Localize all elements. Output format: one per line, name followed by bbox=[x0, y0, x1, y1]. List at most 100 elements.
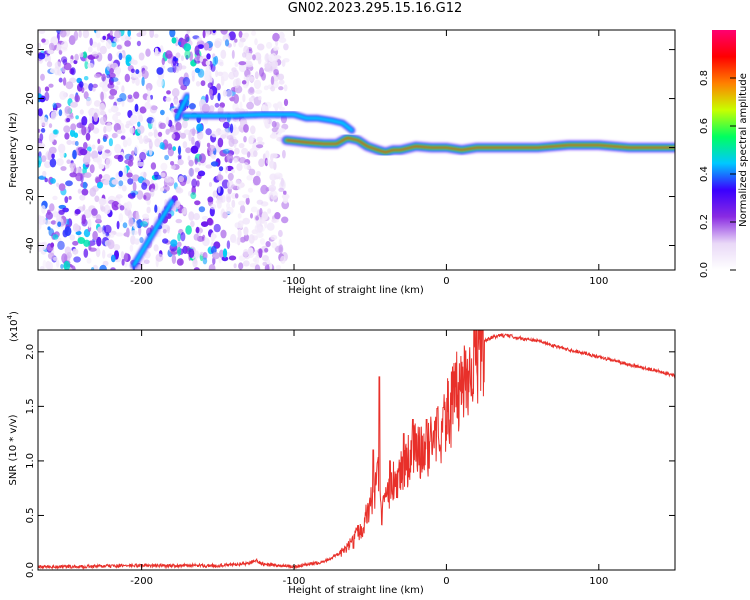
noise-blob bbox=[84, 60, 89, 70]
noise-blob bbox=[270, 153, 278, 159]
noise-blob bbox=[41, 205, 46, 214]
noise-blob bbox=[48, 42, 55, 51]
noise-blob bbox=[238, 143, 245, 149]
noise-blob bbox=[238, 40, 244, 48]
noise-blob bbox=[50, 242, 55, 248]
noise-blob bbox=[217, 92, 221, 102]
noise-blob bbox=[133, 91, 140, 99]
noise-blob bbox=[283, 190, 287, 195]
noise-blob bbox=[118, 170, 123, 177]
noise-blob bbox=[181, 207, 188, 215]
noise-blob bbox=[100, 206, 106, 212]
noise-blob bbox=[133, 145, 139, 155]
noise-blob bbox=[70, 167, 74, 172]
spectrogram-xlabel: Height of straight line (km) bbox=[288, 285, 424, 296]
noise-blob bbox=[194, 200, 201, 206]
noise-blob bbox=[175, 52, 181, 59]
noise-blob bbox=[205, 60, 211, 66]
noise-blob bbox=[247, 187, 254, 193]
noise-blob bbox=[47, 209, 51, 215]
noise-blob bbox=[87, 218, 92, 228]
noise-blob bbox=[280, 255, 286, 264]
noise-blob bbox=[161, 57, 165, 66]
snr-xlabel: Height of straight line (km) bbox=[288, 585, 424, 596]
noise-blob bbox=[66, 159, 71, 164]
x-tick-label: -200 bbox=[130, 276, 153, 287]
noise-blob bbox=[79, 81, 84, 88]
noise-blob bbox=[177, 246, 182, 256]
spectrogram-frame bbox=[37, 29, 676, 271]
noise-blob bbox=[86, 97, 92, 106]
noise-blob bbox=[170, 239, 178, 247]
noise-blob bbox=[175, 186, 182, 193]
noise-blob bbox=[231, 169, 235, 174]
noise-blob bbox=[116, 97, 123, 102]
noise-blob bbox=[131, 68, 135, 74]
noise-blob bbox=[108, 108, 112, 113]
noise-blob bbox=[261, 72, 266, 81]
noise-blob bbox=[83, 142, 88, 150]
noise-blob bbox=[90, 150, 99, 160]
noise-blob bbox=[113, 37, 120, 43]
noise-blob bbox=[211, 131, 219, 138]
noise-blob bbox=[75, 230, 82, 236]
noise-blob bbox=[256, 144, 264, 149]
noise-blob bbox=[203, 42, 210, 51]
noise-blob bbox=[127, 210, 133, 220]
noise-blob bbox=[105, 199, 109, 206]
noise-blob bbox=[222, 248, 228, 258]
noise-blob bbox=[44, 161, 51, 169]
noise-blob bbox=[184, 33, 190, 43]
noise-blob bbox=[115, 194, 123, 199]
noise-blob bbox=[126, 227, 130, 238]
noise-blob bbox=[41, 155, 47, 163]
noise-blob bbox=[52, 234, 59, 240]
noise-blob bbox=[48, 123, 53, 129]
noise-blob bbox=[216, 174, 224, 181]
noise-blob bbox=[70, 123, 77, 131]
noise-blob bbox=[69, 77, 77, 84]
y-tick-label: 1.0 bbox=[25, 453, 36, 469]
noise-blob bbox=[171, 133, 176, 140]
noise-blob bbox=[79, 109, 84, 115]
noise-blob bbox=[125, 54, 132, 62]
noise-blob bbox=[121, 185, 127, 192]
noise-blob bbox=[136, 218, 143, 229]
noise-blob bbox=[219, 130, 226, 135]
noise-blob bbox=[48, 146, 57, 154]
noise-blob bbox=[48, 83, 54, 88]
noise-blob bbox=[121, 85, 125, 93]
noise-blob bbox=[103, 204, 111, 215]
noise-blob bbox=[102, 260, 109, 266]
noise-blob bbox=[62, 77, 67, 86]
noise-blob bbox=[69, 93, 75, 100]
noise-blob bbox=[69, 162, 76, 169]
noise-blob bbox=[81, 116, 88, 126]
noise-blob bbox=[138, 114, 144, 123]
x-tick-label: -100 bbox=[283, 576, 306, 587]
noise-blob bbox=[114, 30, 122, 39]
noise-blob bbox=[263, 117, 269, 126]
noise-blob bbox=[151, 118, 157, 129]
noise-blob bbox=[148, 131, 154, 137]
noise-blob bbox=[243, 136, 247, 143]
noise-blob bbox=[85, 132, 91, 141]
noise-blob bbox=[134, 238, 140, 245]
noise-blob bbox=[63, 125, 71, 133]
noise-blob bbox=[278, 244, 284, 254]
noise-blob bbox=[188, 248, 195, 258]
y-tick-label: 0 bbox=[25, 144, 36, 150]
noise-blob bbox=[225, 193, 231, 200]
noise-blob bbox=[242, 260, 250, 267]
noise-blob bbox=[162, 185, 170, 192]
noise-blob bbox=[269, 160, 275, 169]
track-layer bbox=[132, 200, 174, 267]
noise-blob bbox=[219, 249, 224, 258]
noise-blob bbox=[234, 61, 239, 67]
noise-blob bbox=[214, 102, 220, 108]
noise-blob bbox=[137, 121, 141, 127]
noise-blob bbox=[120, 251, 125, 259]
noise-blob bbox=[103, 126, 107, 134]
noise-blob bbox=[233, 239, 240, 244]
